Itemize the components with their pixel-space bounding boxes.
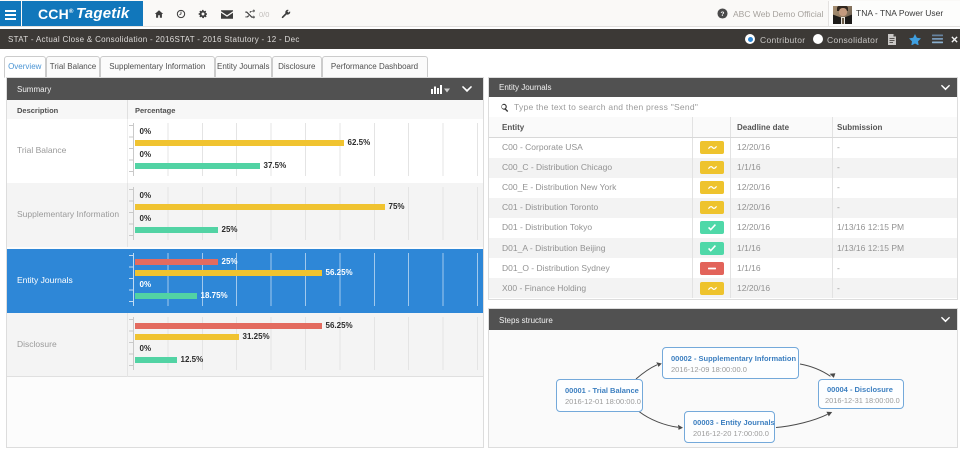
svg-text:?: ? — [721, 11, 725, 18]
